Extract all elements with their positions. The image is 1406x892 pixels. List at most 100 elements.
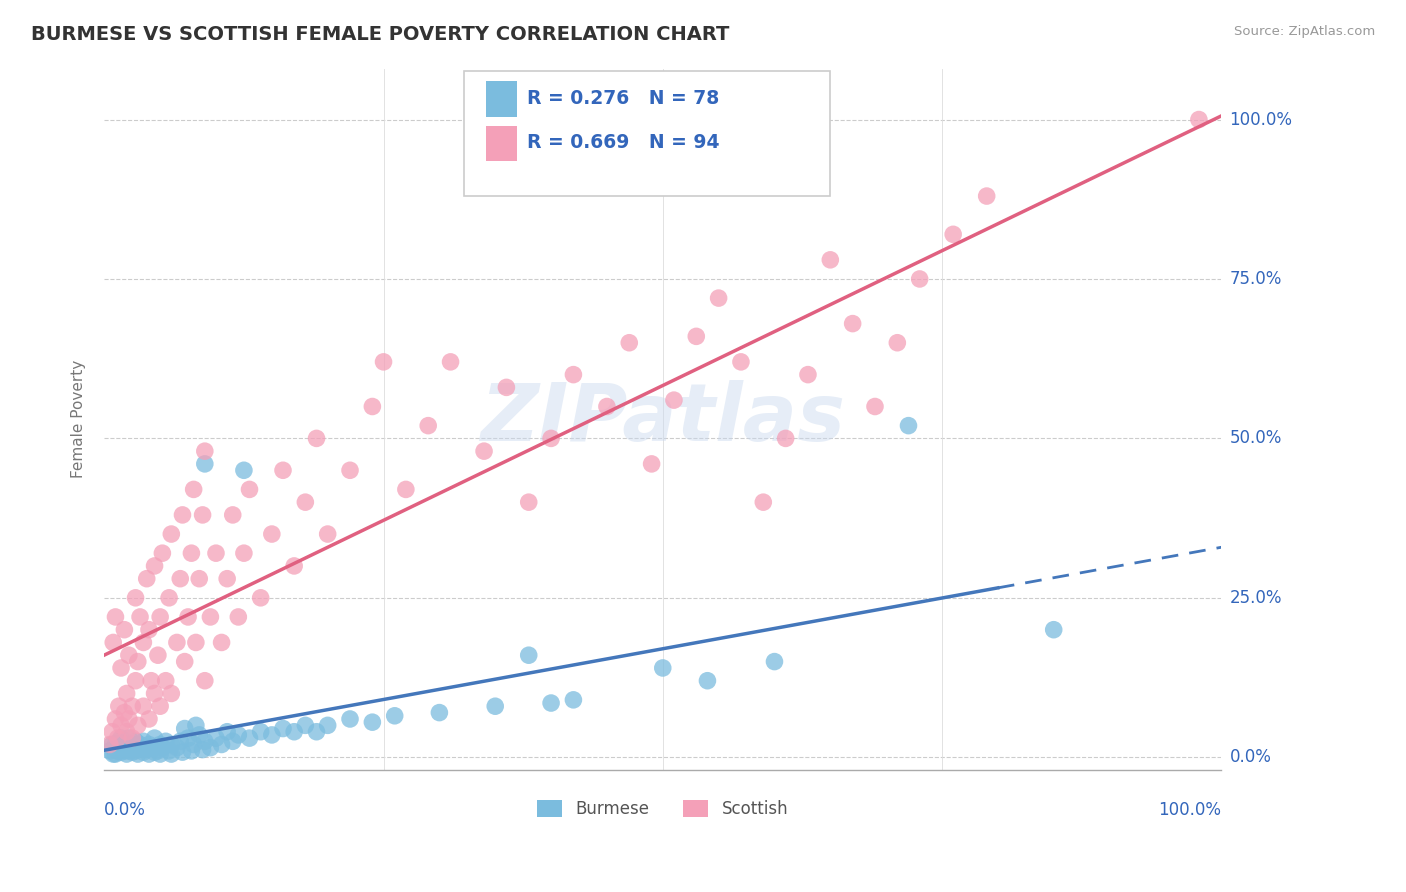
Point — [129, 738, 152, 752]
Point — [124, 734, 146, 748]
Point — [104, 738, 127, 752]
Point — [752, 495, 775, 509]
Point — [205, 731, 228, 745]
Point — [143, 745, 166, 759]
Point — [651, 661, 673, 675]
Text: 100.0%: 100.0% — [1159, 800, 1222, 819]
Point — [908, 272, 931, 286]
Point — [103, 747, 125, 761]
Point — [108, 734, 131, 748]
Point — [112, 744, 135, 758]
Point — [169, 734, 191, 748]
Point — [976, 189, 998, 203]
Point — [200, 610, 222, 624]
Legend: Burmese, Scottish: Burmese, Scottish — [531, 793, 794, 825]
Point — [110, 745, 132, 759]
Point — [191, 742, 214, 756]
Point — [172, 508, 194, 522]
Point — [143, 731, 166, 745]
Point — [149, 610, 172, 624]
Point — [107, 731, 129, 745]
Point — [155, 734, 177, 748]
Point — [211, 738, 233, 752]
Point — [271, 722, 294, 736]
Point — [143, 686, 166, 700]
Point — [194, 457, 217, 471]
Text: R = 0.276   N = 78: R = 0.276 N = 78 — [527, 88, 720, 108]
Point — [124, 591, 146, 605]
Point — [283, 724, 305, 739]
Point — [110, 718, 132, 732]
Point — [260, 527, 283, 541]
Point — [138, 712, 160, 726]
Point — [305, 431, 328, 445]
Point — [107, 744, 129, 758]
Point — [294, 718, 316, 732]
Point — [841, 317, 863, 331]
Point — [143, 558, 166, 573]
Point — [361, 400, 384, 414]
Point — [121, 731, 143, 745]
Point — [238, 731, 260, 745]
Point — [763, 655, 786, 669]
Point — [118, 744, 141, 758]
Point — [271, 463, 294, 477]
Point — [200, 740, 222, 755]
Point — [129, 610, 152, 624]
Point — [180, 744, 202, 758]
Text: 75.0%: 75.0% — [1230, 270, 1282, 288]
Y-axis label: Female Poverty: Female Poverty — [72, 360, 86, 478]
Point — [619, 335, 641, 350]
Point — [429, 706, 451, 720]
Point — [205, 546, 228, 560]
Point — [103, 635, 125, 649]
Point — [217, 724, 239, 739]
Point — [115, 686, 138, 700]
Point — [942, 227, 965, 242]
Point — [696, 673, 718, 688]
Point — [121, 699, 143, 714]
Text: BURMESE VS SCOTTISH FEMALE POVERTY CORRELATION CHART: BURMESE VS SCOTTISH FEMALE POVERTY CORRE… — [31, 25, 730, 44]
Point — [160, 527, 183, 541]
Point — [897, 418, 920, 433]
Point — [149, 747, 172, 761]
Point — [211, 635, 233, 649]
Text: 50.0%: 50.0% — [1230, 429, 1282, 448]
Point — [177, 731, 200, 745]
Point — [439, 355, 461, 369]
Point — [138, 738, 160, 752]
Point — [260, 728, 283, 742]
Text: ZIPatlas: ZIPatlas — [481, 380, 845, 458]
Point — [166, 740, 188, 755]
Point — [138, 623, 160, 637]
Point — [517, 648, 540, 663]
Point — [132, 745, 155, 759]
Point — [124, 744, 146, 758]
Point — [110, 661, 132, 675]
Point — [169, 572, 191, 586]
Point — [395, 483, 418, 497]
Point — [283, 558, 305, 573]
Point — [127, 655, 149, 669]
Point — [132, 734, 155, 748]
Point — [305, 724, 328, 739]
Point — [149, 699, 172, 714]
Point — [562, 368, 585, 382]
Point — [249, 591, 271, 605]
Point — [157, 744, 180, 758]
Point — [222, 508, 245, 522]
Point — [138, 747, 160, 761]
Point — [540, 431, 562, 445]
Point — [132, 699, 155, 714]
Point — [155, 673, 177, 688]
Text: 25.0%: 25.0% — [1230, 589, 1282, 607]
Point — [160, 738, 183, 752]
Point — [104, 712, 127, 726]
Point — [112, 706, 135, 720]
Point — [685, 329, 707, 343]
Point — [640, 457, 662, 471]
Point — [115, 724, 138, 739]
Point — [339, 712, 361, 726]
Point — [596, 400, 619, 414]
Point — [191, 508, 214, 522]
